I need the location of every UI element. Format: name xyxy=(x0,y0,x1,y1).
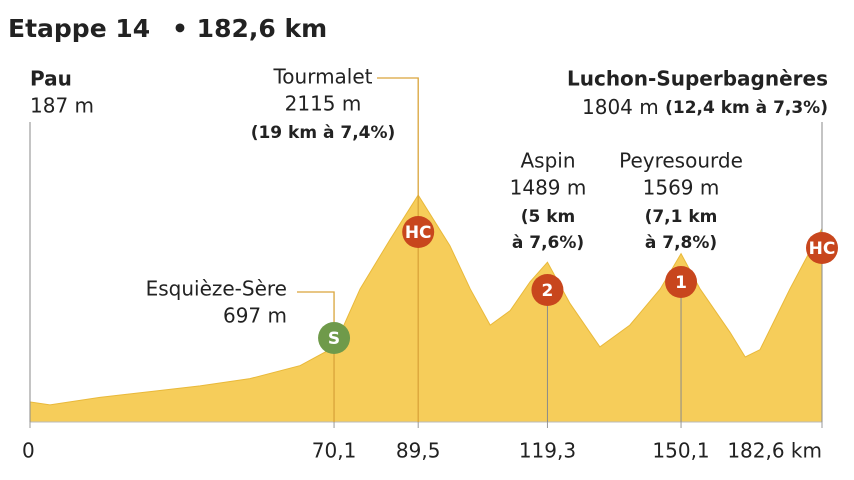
badge-label: S xyxy=(328,329,340,349)
category-badge xyxy=(531,274,564,306)
climb-detail: (7,1 km xyxy=(645,207,718,227)
x-tick-label: 0 xyxy=(22,439,35,463)
leader-line xyxy=(297,291,335,422)
place-name: Tourmalet xyxy=(272,65,372,89)
elevation: 2115 m xyxy=(285,92,362,116)
category-badge xyxy=(806,232,838,264)
place-name: Aspin xyxy=(520,149,575,173)
category-badge xyxy=(665,266,698,298)
badge-label: 1 xyxy=(675,273,687,293)
x-tick-label: 89,5 xyxy=(396,439,441,463)
x-tick-label: 150,1 xyxy=(652,439,709,463)
climb-detail: (5 km xyxy=(521,207,576,227)
climb-detail: à 7,8%) xyxy=(645,233,717,253)
place-name: Esquièze-Sère xyxy=(146,277,287,301)
elevation: 1804 m xyxy=(582,95,659,119)
place-name: Luchon-Superbagnères xyxy=(567,67,828,91)
leader-line xyxy=(377,77,419,422)
place-name: Pau xyxy=(30,67,72,91)
elevation: 1489 m xyxy=(510,176,587,200)
category-badge xyxy=(402,216,435,248)
place-name: Peyresourde xyxy=(619,149,743,173)
chart-title: Etappe 14 xyxy=(8,14,150,43)
elevation: 697 m xyxy=(223,304,287,328)
x-tick-label: 119,3 xyxy=(519,439,576,463)
category-badge xyxy=(318,322,351,354)
x-tick-label: 70,1 xyxy=(312,439,357,463)
elevation: 187 m xyxy=(30,94,94,118)
elevation: 1569 m xyxy=(643,176,720,200)
climb-detail: (12,4 km à 7,3%) xyxy=(665,98,828,118)
badge-label: 2 xyxy=(542,281,554,301)
profile-area xyxy=(29,194,823,423)
chart-subtitle: • 182,6 km xyxy=(172,14,327,43)
place-info: 1804 m (12,4 km à 7,3%) xyxy=(582,95,828,119)
x-tick-label: 182,6 km xyxy=(727,439,822,463)
climb-detail: à 7,6%) xyxy=(512,233,584,253)
badge-label: HC xyxy=(809,239,836,259)
badge-label: HC xyxy=(405,223,432,243)
climb-detail: (19 km à 7,4%) xyxy=(251,123,396,143)
